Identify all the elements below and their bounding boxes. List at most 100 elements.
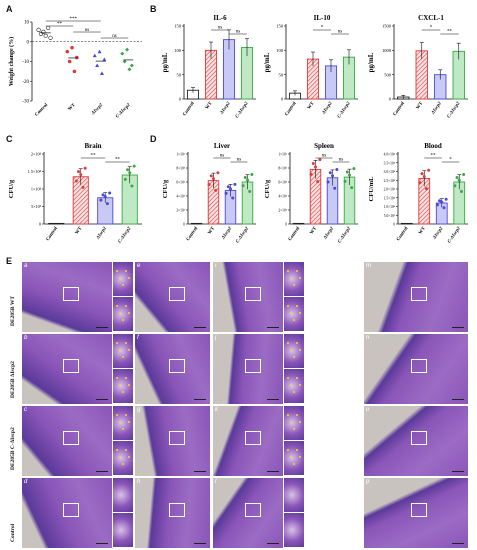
tile-letter: i xyxy=(215,263,217,269)
x-tick-label: WT xyxy=(307,101,316,111)
y-tick-label: 50 xyxy=(177,72,182,77)
data-point xyxy=(101,193,105,197)
sig-label: * xyxy=(321,26,324,31)
x-tick-label: Control xyxy=(182,101,196,117)
data-point xyxy=(79,173,83,177)
data-point xyxy=(102,57,107,62)
y-tick-label: 3.5×10⁴ xyxy=(384,161,396,165)
yellow-marker xyxy=(293,319,295,321)
y-tick-label: 8×10⁵ xyxy=(278,167,287,171)
tile-letter: e xyxy=(137,263,141,269)
scale-bar xyxy=(194,327,206,328)
data-point xyxy=(328,171,332,175)
data-point xyxy=(418,181,422,185)
yellow-marker xyxy=(119,277,121,279)
zoom-box xyxy=(410,286,427,301)
y-axis-label: CFU/g xyxy=(8,179,15,198)
data-point xyxy=(316,180,320,184)
histology-tile: j xyxy=(213,334,283,404)
zoom-box xyxy=(62,430,79,445)
sig-label: ns xyxy=(85,28,90,33)
data-point xyxy=(248,189,252,193)
scale-bar xyxy=(267,327,279,328)
data-point xyxy=(209,174,213,178)
y-tick-label: 0 xyxy=(389,97,392,102)
data-point xyxy=(67,59,72,64)
y-tick-label: 4.0×10⁴ xyxy=(384,153,396,157)
data-point xyxy=(435,203,439,207)
histology-tile: a xyxy=(22,262,112,332)
data-point xyxy=(207,183,211,187)
zoom-inset xyxy=(113,406,133,440)
x-tick-label: Control xyxy=(34,102,49,117)
x-tick-label: WT xyxy=(207,226,216,236)
scale-bar xyxy=(194,543,206,544)
data-point xyxy=(48,35,53,40)
data-point xyxy=(72,69,77,74)
y-tick-label: -30 xyxy=(22,100,29,105)
data-point xyxy=(333,186,337,190)
yellow-marker xyxy=(116,414,118,416)
yellow-marker xyxy=(299,384,301,386)
bar xyxy=(400,222,413,225)
y-tick-label: 100 xyxy=(174,48,182,53)
data-point xyxy=(241,184,245,188)
data-point xyxy=(343,179,347,183)
yellow-marker xyxy=(122,391,124,393)
panel-label-b: B xyxy=(150,4,157,14)
row-label: Control xyxy=(10,523,16,542)
tile-letter: p xyxy=(366,479,370,485)
chart-title: IL-10 xyxy=(314,14,331,22)
yellow-marker xyxy=(116,449,118,451)
yellow-marker xyxy=(116,377,118,379)
y-tick-label: 3.0×10⁴ xyxy=(384,170,396,174)
zoom-inset xyxy=(284,262,304,296)
zoom-box xyxy=(410,358,427,373)
yellow-marker xyxy=(119,384,121,386)
tile-letter: g xyxy=(137,407,141,413)
x-tick-label: Control xyxy=(393,101,407,117)
data-point xyxy=(427,168,431,172)
yellow-marker xyxy=(128,384,130,386)
data-point xyxy=(129,63,134,68)
y-tick-label: 2.5×10⁴ xyxy=(384,179,396,183)
x-tick-label: C-ΔIscp2 xyxy=(235,101,250,119)
yellow-marker xyxy=(287,377,289,379)
x-tick-label: Control xyxy=(396,226,410,242)
y-tick-label: 50 xyxy=(279,72,284,77)
bar xyxy=(292,222,305,225)
sig-label: ** xyxy=(431,154,437,159)
data-point xyxy=(229,187,232,191)
histology-tile: p xyxy=(364,478,468,548)
yellow-marker xyxy=(116,342,118,344)
sig-label: ns xyxy=(112,34,117,39)
x-tick-label: Control xyxy=(288,226,302,242)
data-point xyxy=(462,172,466,176)
x-tick-label: C-ΔIscp2 xyxy=(115,102,132,119)
y-tick-label: 1000 xyxy=(382,48,392,53)
data-point xyxy=(226,185,230,189)
yellow-marker xyxy=(119,456,121,458)
y-tick-label: 2.0×10⁴ xyxy=(384,188,396,192)
y-tick-label: 100 xyxy=(276,48,284,53)
yellow-marker xyxy=(299,312,301,314)
data-point xyxy=(65,49,70,54)
y-tick-label: 0 xyxy=(285,223,287,227)
data-point xyxy=(36,27,41,33)
scale-bar xyxy=(96,471,108,472)
histology-tile: l xyxy=(213,478,283,548)
histology-tile: h xyxy=(135,478,210,548)
data-point xyxy=(444,197,448,201)
sig-label: ** xyxy=(57,22,63,27)
scale-bar xyxy=(194,399,206,400)
yellow-marker xyxy=(290,349,292,351)
data-point xyxy=(92,53,97,58)
zoom-inset xyxy=(113,262,133,296)
yellow-marker xyxy=(296,342,298,344)
y-axis-label: CFU/mL xyxy=(368,176,375,202)
sig-label: ns xyxy=(237,158,242,163)
yellow-marker xyxy=(299,277,301,279)
scale-bar xyxy=(452,399,464,400)
data-point xyxy=(105,202,109,206)
yellow-marker xyxy=(116,305,118,307)
